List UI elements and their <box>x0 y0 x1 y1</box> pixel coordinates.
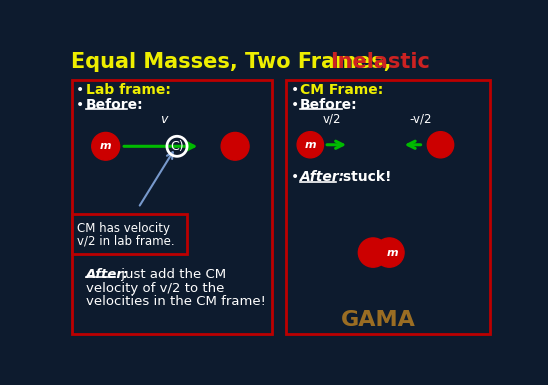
Circle shape <box>375 238 404 267</box>
Bar <box>72 80 272 334</box>
Text: stuck!: stuck! <box>338 170 392 184</box>
Text: velocities in the CM frame!: velocities in the CM frame! <box>85 295 265 308</box>
Bar <box>72 214 187 254</box>
Text: •: • <box>291 98 299 112</box>
Text: v/2: v/2 <box>323 112 341 126</box>
Text: Before:: Before: <box>85 98 143 112</box>
Text: C): C) <box>170 140 184 153</box>
Text: After:: After: <box>85 268 129 281</box>
Text: GAMA: GAMA <box>341 310 416 330</box>
Text: CM Frame:: CM Frame: <box>300 83 384 97</box>
Circle shape <box>221 132 249 160</box>
Text: Before:: Before: <box>300 98 358 112</box>
Text: •: • <box>76 83 84 97</box>
Circle shape <box>297 132 323 158</box>
Text: just add the CM: just add the CM <box>117 268 226 281</box>
Text: velocity of v/2 to the: velocity of v/2 to the <box>85 282 224 295</box>
Text: •: • <box>291 83 299 97</box>
Text: v/2 in lab frame.: v/2 in lab frame. <box>77 234 175 247</box>
Circle shape <box>92 132 119 160</box>
Circle shape <box>358 238 388 267</box>
Circle shape <box>427 132 454 158</box>
Text: Inelastic: Inelastic <box>330 52 430 72</box>
Text: CM has velocity: CM has velocity <box>77 222 170 235</box>
Text: Equal Masses, Two Frames,: Equal Masses, Two Frames, <box>71 52 398 72</box>
Text: After:: After: <box>300 170 345 184</box>
Text: m: m <box>305 140 316 150</box>
Text: m: m <box>100 141 111 151</box>
Text: •: • <box>76 98 84 112</box>
Text: Lab frame:: Lab frame: <box>85 83 170 97</box>
Text: -v/2: -v/2 <box>410 112 432 126</box>
Text: •: • <box>291 170 299 184</box>
Text: v: v <box>160 112 167 126</box>
Text: m: m <box>387 248 398 258</box>
Bar <box>286 80 490 334</box>
